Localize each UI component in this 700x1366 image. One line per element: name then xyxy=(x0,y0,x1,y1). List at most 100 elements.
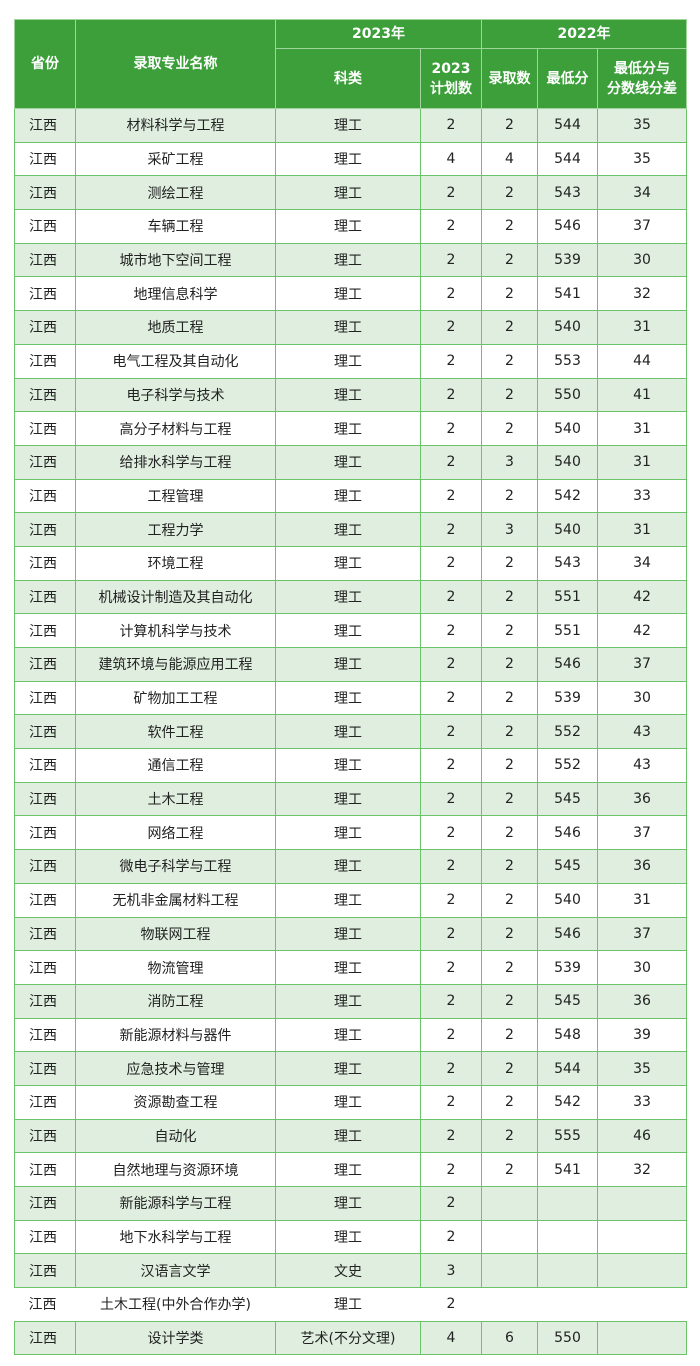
cell-province: 江西 xyxy=(14,849,76,884)
cell-diff: 32 xyxy=(596,276,688,312)
cell-province: 江西 xyxy=(14,950,76,985)
cell-min-score: 550 xyxy=(537,1320,598,1356)
cell-major: 网络工程 xyxy=(75,815,276,851)
header-2023: 2023年 xyxy=(275,19,482,49)
cell-major: 地质工程 xyxy=(75,310,276,345)
table-row: 江西 网络工程 理工 2 2 546 37 xyxy=(14,815,688,851)
cell-admitted: 2 xyxy=(481,1152,538,1187)
cell-diff: 31 xyxy=(596,411,688,446)
cell-admitted: 6 xyxy=(481,1320,538,1356)
cell-plan: 2 xyxy=(420,613,482,648)
table-row: 江西 给排水科学与工程 理工 2 3 540 31 xyxy=(14,444,688,480)
table-row: 江西 计算机科学与技术 理工 2 2 551 42 xyxy=(14,613,688,648)
cell-diff: 43 xyxy=(596,748,688,783)
table-row: 江西 地理信息科学 理工 2 2 541 32 xyxy=(14,276,688,312)
cell-min-score: 548 xyxy=(537,1017,598,1053)
cell-admitted: 2 xyxy=(481,983,538,1019)
cell-diff: 30 xyxy=(596,950,688,985)
cell-category: 文史 xyxy=(275,1253,421,1289)
cell-plan: 2 xyxy=(420,377,482,413)
cell-major: 通信工程 xyxy=(75,748,276,783)
cell-category: 理工 xyxy=(275,377,421,413)
cell-category: 理工 xyxy=(275,444,421,480)
cell-plan: 2 xyxy=(420,1084,482,1120)
cell-category: 理工 xyxy=(275,1152,421,1187)
header-province: 省份 xyxy=(14,19,76,109)
cell-min-score xyxy=(537,1186,598,1221)
cell-province: 江西 xyxy=(14,916,76,952)
cell-major: 矿物加工工程 xyxy=(75,680,276,716)
cell-plan: 2 xyxy=(420,175,482,211)
cell-min-score xyxy=(537,1219,598,1255)
cell-diff: 31 xyxy=(596,444,688,480)
cell-plan: 2 xyxy=(420,647,482,682)
cell-admitted xyxy=(481,1186,538,1221)
cell-plan: 2 xyxy=(420,714,482,750)
cell-province: 江西 xyxy=(14,748,76,783)
table-row: 江西 自然地理与资源环境 理工 2 2 541 32 xyxy=(14,1152,688,1187)
admission-table: 省份 录取专业名称 2023年 2022年 科类 2023 计划数 录取数 最低… xyxy=(14,19,688,1356)
cell-major: 汉语言文学 xyxy=(75,1253,276,1289)
cell-plan: 2 xyxy=(420,983,482,1019)
cell-admitted: 2 xyxy=(481,411,538,446)
cell-min-score: 543 xyxy=(537,175,598,211)
cell-province: 江西 xyxy=(14,276,76,312)
cell-admitted: 3 xyxy=(481,444,538,480)
table-row: 江西 土木工程 理工 2 2 545 36 xyxy=(14,781,688,817)
cell-major: 电气工程及其自动化 xyxy=(75,343,276,379)
cell-province: 江西 xyxy=(14,411,76,446)
cell-admitted: 2 xyxy=(481,478,538,514)
cell-plan: 2 xyxy=(420,916,482,952)
cell-admitted xyxy=(481,1287,538,1322)
cell-min-score: 540 xyxy=(537,310,598,345)
cell-category: 理工 xyxy=(275,983,421,1019)
cell-category: 理工 xyxy=(275,108,421,143)
cell-major: 地下水科学与工程 xyxy=(75,1219,276,1255)
table-row: 江西 测绘工程 理工 2 2 543 34 xyxy=(14,175,688,211)
cell-admitted xyxy=(481,1219,538,1255)
cell-admitted: 2 xyxy=(481,781,538,817)
cell-category: 理工 xyxy=(275,1118,421,1154)
table-row: 江西 建筑环境与能源应用工程 理工 2 2 546 37 xyxy=(14,647,688,682)
cell-diff: 37 xyxy=(596,815,688,851)
cell-province: 江西 xyxy=(14,1017,76,1053)
cell-category: 理工 xyxy=(275,714,421,750)
cell-category: 理工 xyxy=(275,209,421,244)
cell-admitted: 2 xyxy=(481,647,538,682)
table-row: 江西 工程管理 理工 2 2 542 33 xyxy=(14,478,688,514)
cell-min-score: 551 xyxy=(537,613,598,648)
cell-plan: 2 xyxy=(420,950,482,985)
cell-diff xyxy=(596,1219,688,1255)
cell-province: 江西 xyxy=(14,545,76,581)
cell-diff: 34 xyxy=(596,175,688,211)
cell-province: 江西 xyxy=(14,310,76,345)
cell-min-score: 539 xyxy=(537,950,598,985)
cell-admitted: 2 xyxy=(481,950,538,985)
header-plan: 2023 计划数 xyxy=(420,48,482,109)
cell-diff xyxy=(597,1287,687,1322)
cell-diff: 33 xyxy=(596,1084,688,1120)
cell-province: 江西 xyxy=(14,1051,76,1086)
table-row: 江西 资源勘查工程 理工 2 2 542 33 xyxy=(14,1084,688,1120)
cell-min-score: 555 xyxy=(537,1118,598,1154)
cell-min-score: 545 xyxy=(537,849,598,884)
cell-diff: 39 xyxy=(596,1017,688,1053)
cell-plan: 2 xyxy=(420,882,482,918)
cell-plan: 2 xyxy=(420,411,482,446)
cell-category: 理工 xyxy=(275,276,421,312)
cell-admitted xyxy=(481,1253,538,1289)
cell-plan: 2 xyxy=(420,748,482,783)
cell-category: 理工 xyxy=(275,849,421,884)
cell-category: 理工 xyxy=(275,781,421,817)
cell-major: 材料科学与工程 xyxy=(75,108,276,143)
cell-plan: 2 xyxy=(420,1287,482,1322)
cell-diff: 44 xyxy=(596,343,688,379)
cell-plan: 2 xyxy=(420,310,482,345)
cell-category: 理工 xyxy=(275,343,421,379)
cell-min-score: 552 xyxy=(537,748,598,783)
cell-admitted: 2 xyxy=(481,680,538,716)
cell-category: 理工 xyxy=(275,411,421,446)
cell-diff: 37 xyxy=(596,209,688,244)
cell-min-score: 546 xyxy=(537,916,598,952)
cell-min-score: 546 xyxy=(537,209,598,244)
